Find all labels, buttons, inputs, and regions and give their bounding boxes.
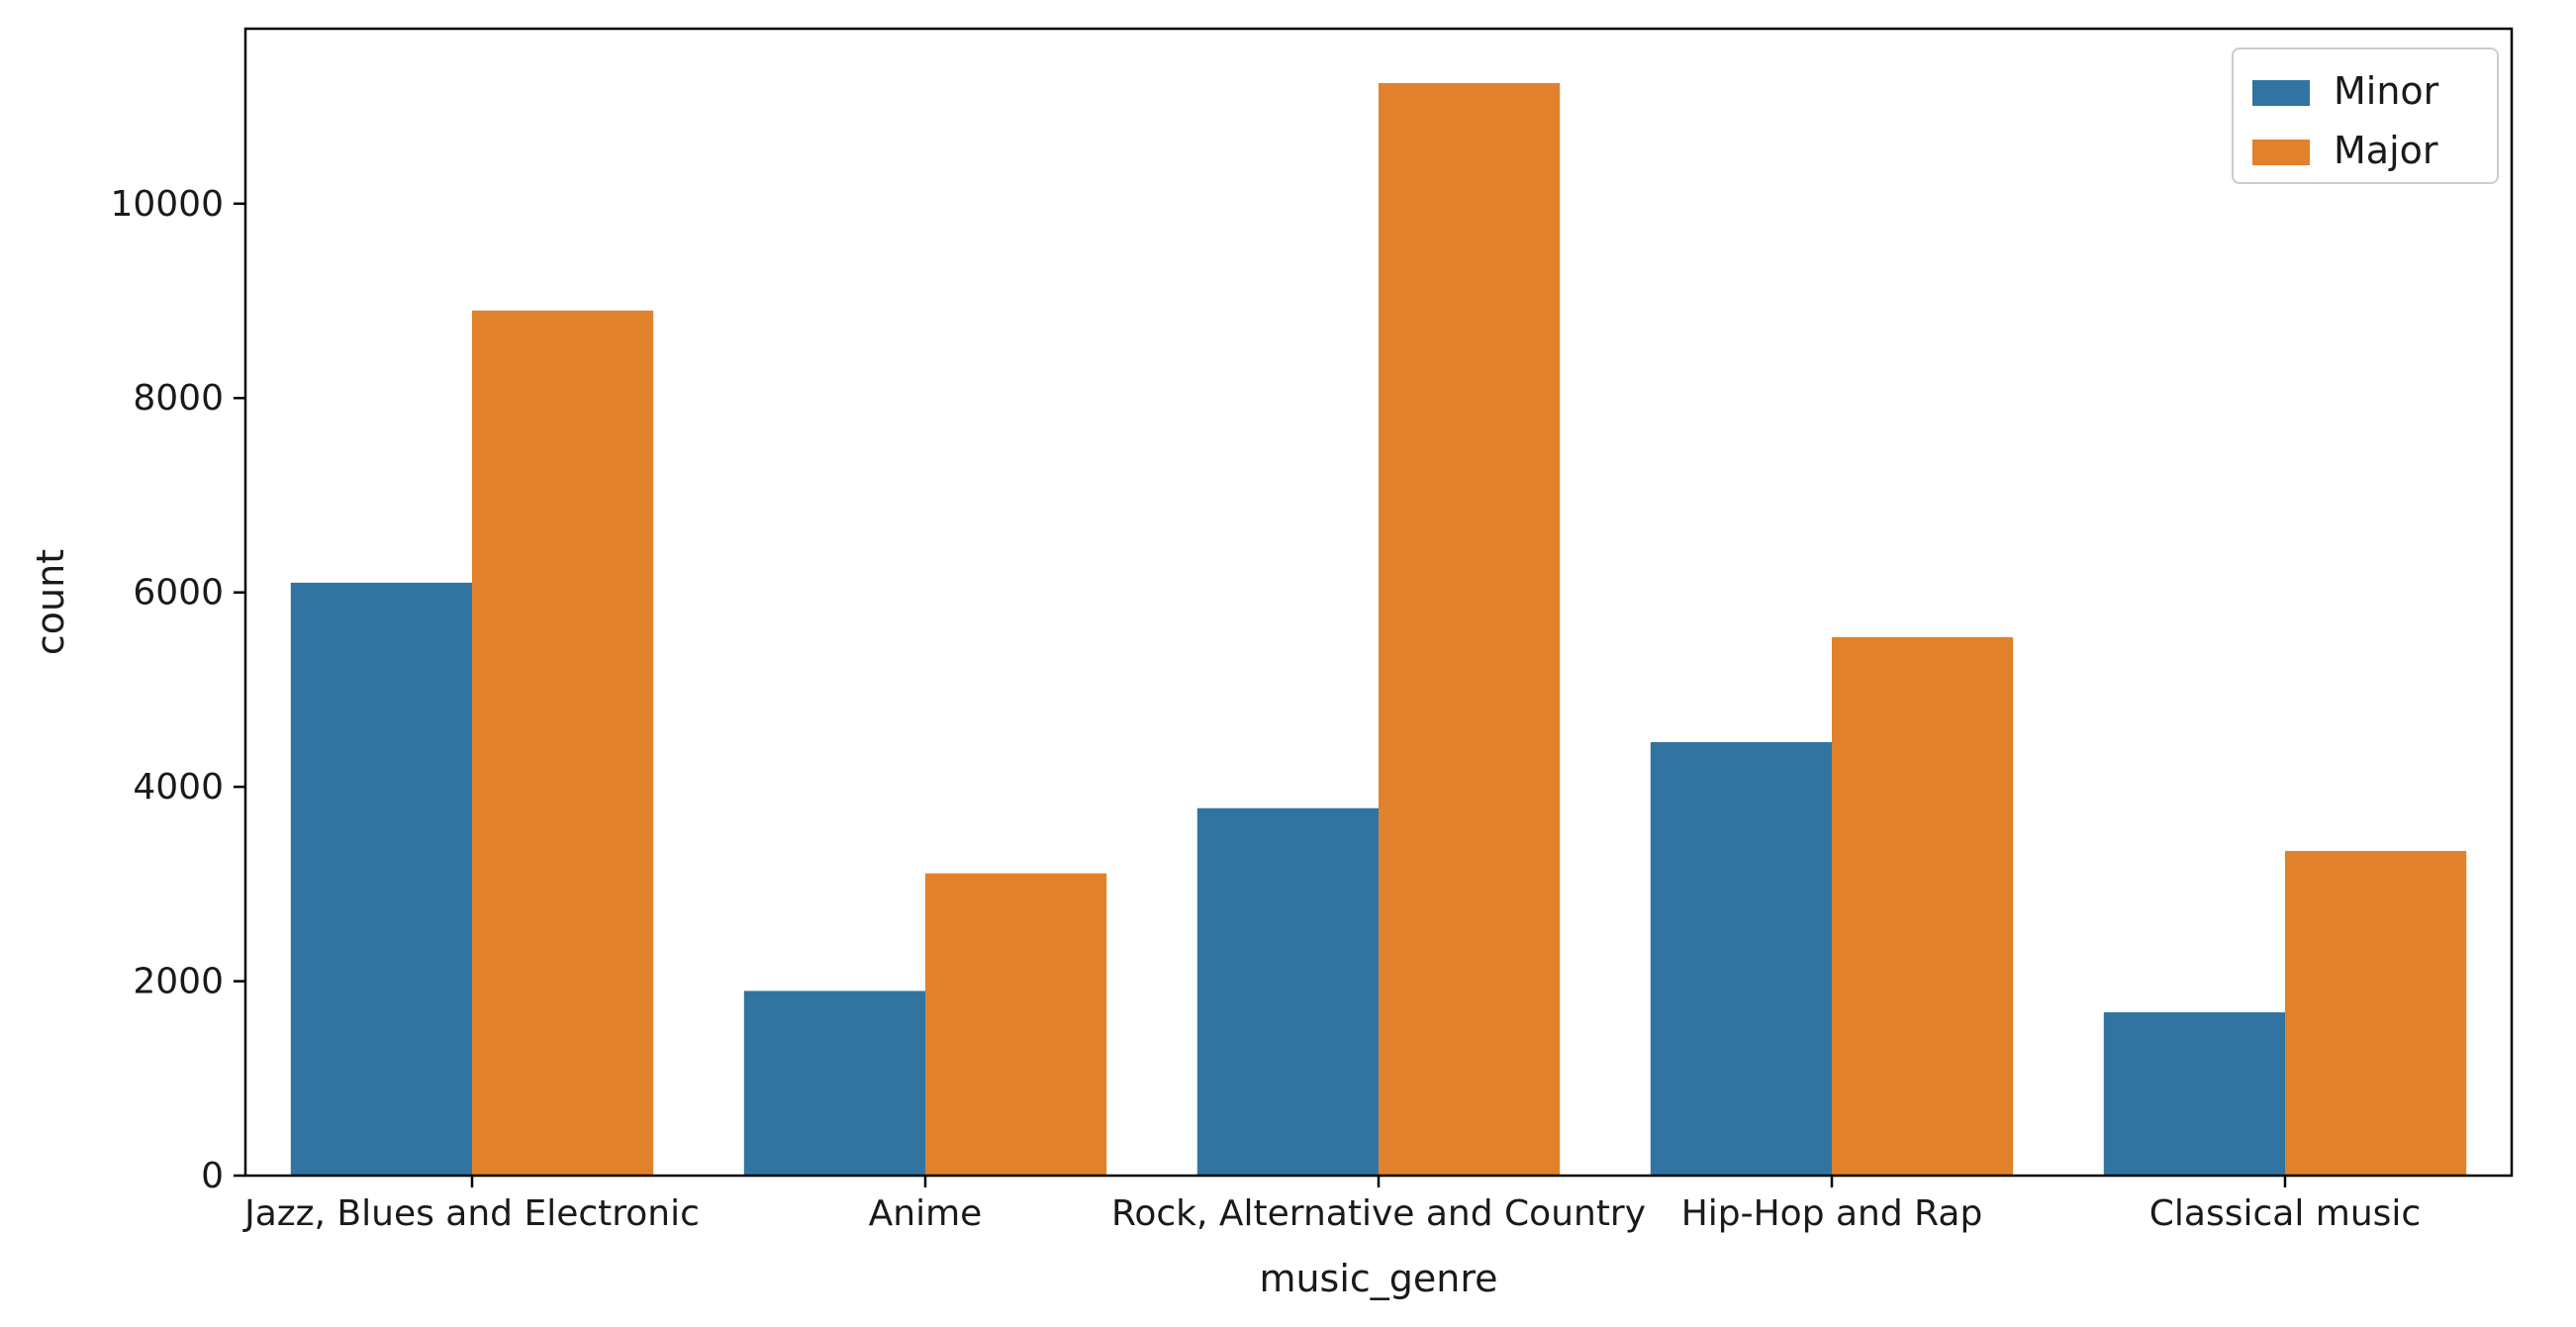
x-tick-label: Anime [869, 1193, 983, 1234]
bar-major-2 [1379, 83, 1561, 1176]
bar-minor-2 [1196, 807, 1379, 1176]
bar-minor-4 [2103, 1011, 2285, 1176]
y-axis: 0 2000 4000 6000 8000 10000 [110, 184, 245, 1196]
bar-minor-1 [743, 991, 925, 1176]
bar-major-0 [472, 310, 654, 1176]
y-tick-label: 2000 [133, 962, 224, 1002]
legend-label-minor: Minor [2334, 69, 2439, 113]
bar-major-3 [1832, 636, 2014, 1176]
y-tick-label: 6000 [133, 573, 224, 614]
y-tick-label: 8000 [133, 378, 224, 419]
x-axis: Jazz, Blues and Electronic Anime Rock, Alt… [242, 1176, 2421, 1234]
x-tick-label: Jazz, Blues and Electronic [242, 1193, 700, 1234]
plot-frame [243, 27, 2514, 1178]
x-tick-label: Classical music [2149, 1193, 2421, 1234]
y-axis-label: count [29, 549, 72, 655]
bar-major-4 [2285, 850, 2467, 1176]
bar-major-1 [925, 873, 1107, 1176]
x-axis-label: music_genre [1259, 1257, 1497, 1300]
x-tick-label: Hip-Hop and Rap [1681, 1193, 1983, 1234]
y-tick-label: 10000 [110, 184, 224, 225]
bars-layer [290, 83, 2467, 1176]
legend: Minor Major [2232, 47, 2499, 184]
legend-swatch-minor [2252, 80, 2310, 106]
y-tick-label: 0 [201, 1156, 224, 1196]
legend-swatch-major [2252, 140, 2310, 165]
bar-minor-3 [1650, 741, 1832, 1176]
bar-minor-0 [290, 582, 472, 1176]
y-tick-label: 4000 [133, 767, 224, 807]
x-tick-label: Rock, Alternative and Country [1111, 1193, 1646, 1234]
legend-label-major: Major [2334, 129, 2438, 172]
